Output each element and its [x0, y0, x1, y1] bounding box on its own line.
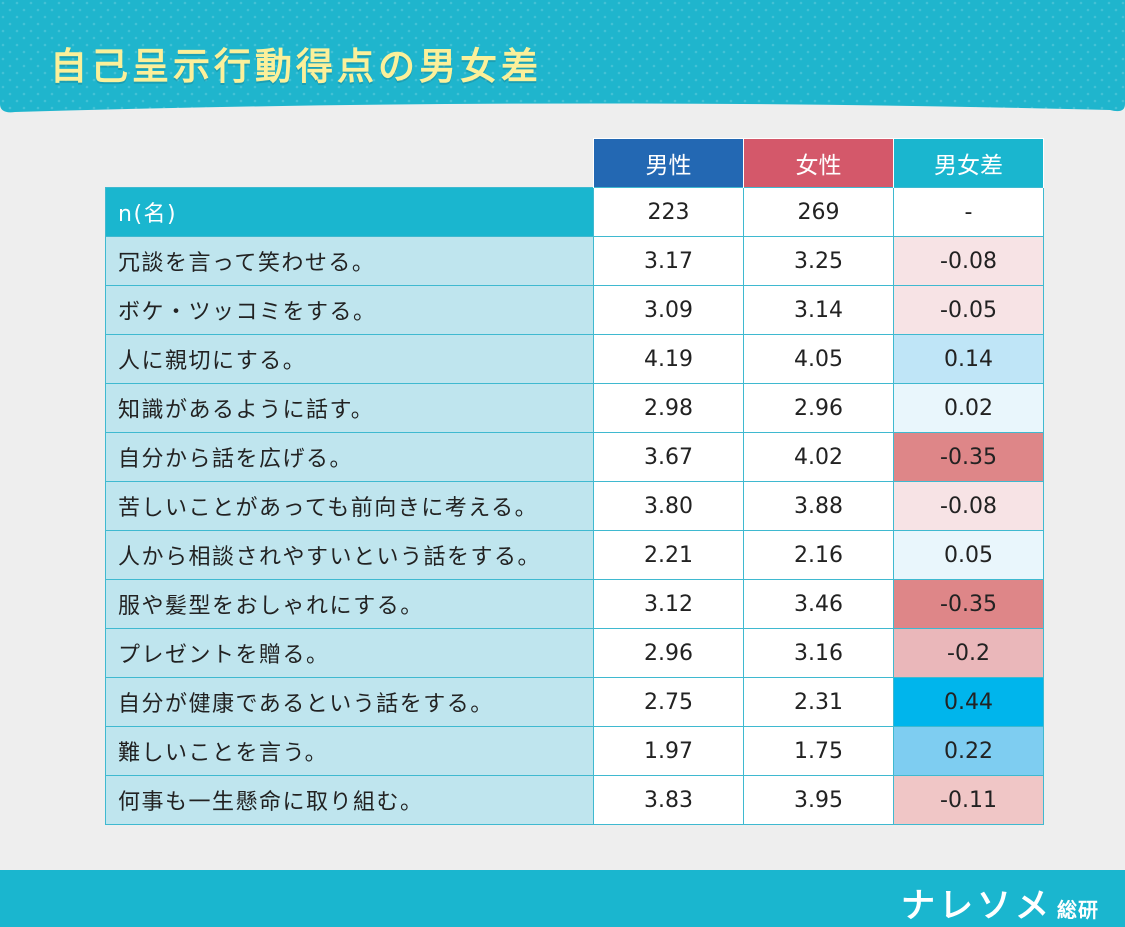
female-value-cell: 2.16	[743, 530, 894, 580]
diff-value-cell: 0.05	[893, 530, 1044, 580]
table-row: 自分が健康であるという話をする。 2.75 2.31 0.44	[105, 677, 1044, 727]
table-row: 自分から話を広げる。 3.67 4.02 -0.35	[105, 432, 1044, 482]
table-header-row: 男性 女性 男女差	[106, 138, 1044, 188]
female-value-cell: 3.88	[743, 481, 894, 531]
diff-value-cell: -0.05	[893, 285, 1044, 335]
female-value-cell: 3.95	[743, 775, 894, 825]
n-female-cell: 269	[743, 187, 894, 237]
n-row-label: n(名)	[105, 187, 594, 237]
table-row: 難しいことを言う。 1.97 1.75 0.22	[105, 726, 1044, 776]
n-row: n(名) 223 269 -	[105, 187, 1044, 237]
female-value-cell: 4.05	[743, 334, 894, 384]
brand-main-text: ナレソメ	[901, 886, 1053, 926]
row-label: 自分が健康であるという話をする。	[105, 677, 594, 727]
table-row: 服や髪型をおしゃれにする。 3.12 3.46 -0.35	[105, 579, 1044, 629]
header-banner: 自己呈示行動得点の男女差	[0, 0, 1125, 116]
table-row: プレゼントを贈る。 2.96 3.16 -0.2	[105, 628, 1044, 678]
table-row: 人に親切にする。 4.19 4.05 0.14	[105, 334, 1044, 384]
female-value-cell: 2.31	[743, 677, 894, 727]
row-label: プレゼントを贈る。	[105, 628, 594, 678]
row-label: 自分から話を広げる。	[105, 432, 594, 482]
brand-sub-text: 総研	[1057, 898, 1099, 922]
diff-value-cell: 0.22	[893, 726, 1044, 776]
table-row: 人から相談されやすいという話をする。 2.21 2.16 0.05	[105, 530, 1044, 580]
diff-value-cell: -0.2	[893, 628, 1044, 678]
male-value-cell: 3.09	[593, 285, 744, 335]
diff-value-cell: -0.35	[893, 432, 1044, 482]
footer-bar: ナレソメ 総研	[0, 870, 1125, 927]
row-label: 人から相談されやすいという話をする。	[105, 530, 594, 580]
male-value-cell: 3.12	[593, 579, 744, 629]
male-value-cell: 3.67	[593, 432, 744, 482]
row-label: 冗談を言って笑わせる。	[105, 236, 594, 286]
male-value-cell: 1.97	[593, 726, 744, 776]
male-value-cell: 2.96	[593, 628, 744, 678]
diff-value-cell: -0.08	[893, 236, 1044, 286]
table-row: ボケ・ツッコミをする。 3.09 3.14 -0.05	[105, 285, 1044, 335]
female-value-cell: 3.25	[743, 236, 894, 286]
header-background	[0, 0, 1125, 113]
column-header-female: 女性	[743, 138, 894, 188]
male-value-cell: 3.17	[593, 236, 744, 286]
table-row: 冗談を言って笑わせる。 3.17 3.25 -0.08	[105, 236, 1044, 286]
male-value-cell: 3.80	[593, 481, 744, 531]
female-value-cell: 1.75	[743, 726, 894, 776]
score-table: 男性 女性 男女差 n(名) 223 269 - 冗談を言って笑わせる。 3.17…	[105, 138, 1044, 825]
male-value-cell: 2.75	[593, 677, 744, 727]
male-value-cell: 3.83	[593, 775, 744, 825]
column-header-male: 男性	[593, 138, 744, 188]
column-header-diff: 男女差	[893, 138, 1044, 188]
header-blank-cell	[106, 139, 594, 188]
table-row: 何事も一生懸命に取り組む。 3.83 3.95 -0.11	[105, 775, 1044, 825]
row-label: 苦しいことがあっても前向きに考える。	[105, 481, 594, 531]
diff-value-cell: -0.35	[893, 579, 1044, 629]
male-value-cell: 2.98	[593, 383, 744, 433]
diff-value-cell: -0.08	[893, 481, 1044, 531]
male-value-cell: 4.19	[593, 334, 744, 384]
diff-value-cell: 0.02	[893, 383, 1044, 433]
diff-value-cell: 0.14	[893, 334, 1044, 384]
female-value-cell: 4.02	[743, 432, 894, 482]
page-title: 自己呈示行動得点の男女差	[50, 45, 542, 88]
female-value-cell: 3.14	[743, 285, 894, 335]
row-label: 知識があるように話す。	[105, 383, 594, 433]
n-male-cell: 223	[593, 187, 744, 237]
row-label: 服や髪型をおしゃれにする。	[105, 579, 594, 629]
table-row: 苦しいことがあっても前向きに考える。 3.80 3.88 -0.08	[105, 481, 1044, 531]
row-label: 何事も一生懸命に取り組む。	[105, 775, 594, 825]
brand-logo: ナレソメ 総研	[901, 878, 1099, 927]
female-value-cell: 3.16	[743, 628, 894, 678]
female-value-cell: 3.46	[743, 579, 894, 629]
female-value-cell: 2.96	[743, 383, 894, 433]
n-diff-cell: -	[893, 187, 1044, 237]
row-label: 人に親切にする。	[105, 334, 594, 384]
male-value-cell: 2.21	[593, 530, 744, 580]
diff-value-cell: -0.11	[893, 775, 1044, 825]
table-row: 知識があるように話す。 2.98 2.96 0.02	[105, 383, 1044, 433]
row-label: ボケ・ツッコミをする。	[105, 285, 594, 335]
diff-value-cell: 0.44	[893, 677, 1044, 727]
row-label: 難しいことを言う。	[105, 726, 594, 776]
